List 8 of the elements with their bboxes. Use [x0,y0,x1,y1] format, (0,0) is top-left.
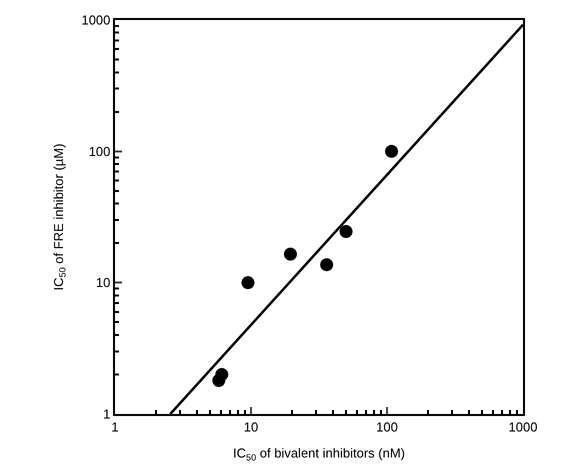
y-tick-label: 1 [103,406,110,422]
y-tick-label: 100 [88,144,110,159]
x-tick-label: 100 [376,420,398,435]
x-tick-label: 1000 [508,420,538,435]
y-tick-label: 10 [96,275,110,290]
x-tick-label: 10 [244,420,258,435]
y-tick-label: 1000 [81,12,110,28]
x-axis-title: IC$_{50}$ of bivalent inhibitors (nM) [233,446,405,462]
